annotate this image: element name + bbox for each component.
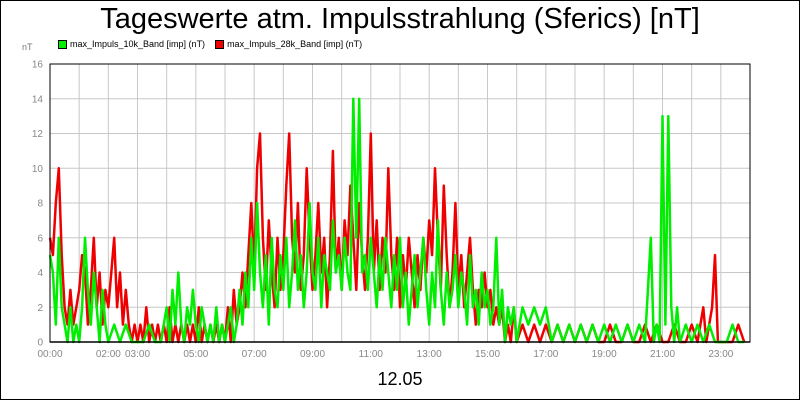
x-tick-label: 13:00	[417, 349, 442, 360]
x-tick-label: 17:00	[533, 349, 558, 360]
legend-swatch-10k	[58, 39, 67, 49]
legend: max_Impuls_10k_Band [imp] (nT) max_Impul…	[58, 39, 362, 49]
legend-label-28k: max_Impuls_28k_Band [imp] (nT)	[227, 39, 363, 49]
x-tick-label: 09:00	[300, 349, 325, 360]
y-tick-label: 14	[32, 94, 44, 105]
legend-swatch-28k	[215, 39, 225, 49]
x-tick-label: 23:00	[708, 349, 733, 360]
x-tick-label: 00:00	[37, 349, 62, 360]
y-tick-label: 16	[32, 60, 44, 71]
legend-item-28k: max_Impuls_28k_Band [imp] (nT)	[215, 39, 362, 49]
x-tick-label: 21:00	[650, 349, 675, 360]
y-tick-label: 0	[37, 338, 43, 349]
x-tick-label: 19:00	[592, 349, 617, 360]
y-tick-label: 4	[37, 268, 43, 279]
unit-label: nT	[22, 42, 33, 52]
x-tick-label: 05:00	[183, 349, 208, 360]
x-tick-label: 07:00	[242, 349, 267, 360]
series-line-10k	[48, 97, 745, 344]
legend-item-10k: max_Impuls_10k_Band [imp] (nT)	[58, 39, 205, 49]
y-tick-label: 2	[37, 303, 43, 314]
x-tick-label: 03:00	[125, 349, 150, 360]
y-tick-label: 6	[37, 233, 43, 244]
y-tick-label: 12	[32, 129, 44, 140]
x-tick-label: 11:00	[359, 349, 384, 360]
chart-title: Tageswerte atm. Impulsstrahlung (Sferics…	[100, 3, 700, 35]
x-tick-label: 02:00	[96, 349, 121, 360]
date-label: 12.05	[377, 369, 423, 389]
legend-label-10k: max_Impuls_10k_Band [imp] (nT)	[70, 39, 206, 49]
y-tick-label: 10	[32, 164, 44, 175]
y-tick-label: 8	[37, 199, 43, 210]
x-tick-label: 15:00	[475, 349, 500, 360]
